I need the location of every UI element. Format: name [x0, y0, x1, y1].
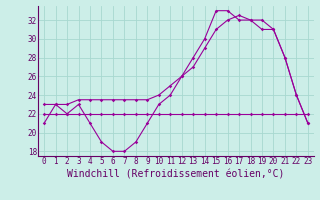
- X-axis label: Windchill (Refroidissement éolien,°C): Windchill (Refroidissement éolien,°C): [67, 169, 285, 179]
